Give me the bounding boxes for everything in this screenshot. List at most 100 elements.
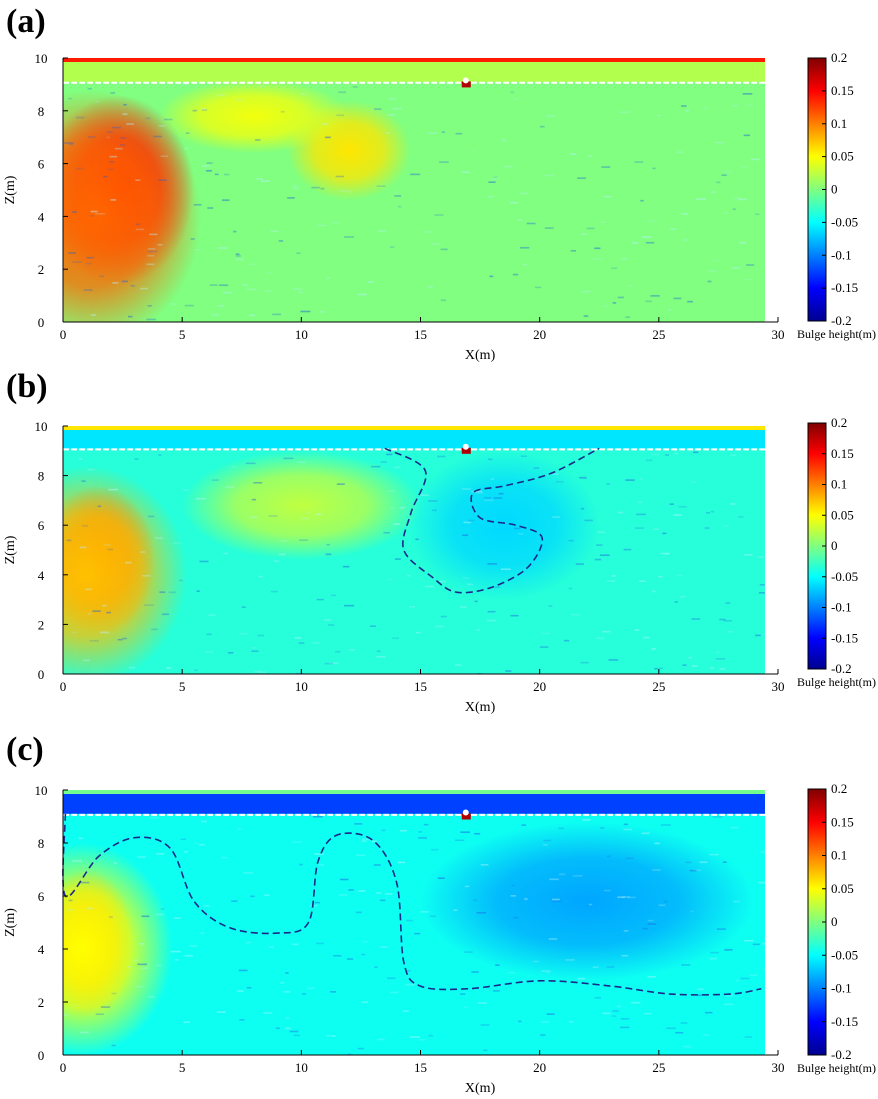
heatmap-field (63, 426, 765, 674)
x-tick-label: 25 (652, 679, 665, 694)
colorbar-tick-label: -0.1 (831, 247, 852, 262)
marker (461, 813, 471, 820)
x-tick-label: 5 (179, 1060, 186, 1075)
x-axis-label: X(m) (465, 700, 496, 715)
panel-a-label: (a) (6, 3, 46, 40)
marker-cap (462, 809, 469, 816)
colorbar-tick-label: 0 (831, 914, 838, 929)
x-tick-label: 10 (295, 1060, 308, 1075)
heatmap-speckle (64, 60, 760, 321)
heatmap-field (63, 58, 765, 322)
heatmap-blob (420, 821, 755, 981)
colorbar-tick-label: -0.05 (831, 214, 858, 229)
heatmap-blob (63, 89, 202, 322)
colorbar-tick-label: 0.05 (831, 507, 854, 522)
colorbar-tick-label: -0.1 (831, 981, 852, 996)
dashed-region-outline (384, 447, 600, 594)
colorbar-tick-label: 0 (831, 182, 838, 197)
heatmap-field (63, 790, 765, 1055)
y-tick-label: 4 (38, 209, 45, 224)
y-tick-label: 4 (38, 942, 45, 957)
heatmap-blob (158, 79, 349, 154)
colorbar-tick-label: -0.15 (831, 1014, 858, 1029)
colorbar-tick-label: -0.2 (831, 313, 852, 328)
y-tick-label: 6 (38, 518, 45, 533)
y-tick-label: 6 (38, 889, 45, 904)
colorbar-tick-label: -0.2 (831, 1047, 852, 1062)
y-tick-label: 10 (35, 51, 48, 66)
marker-cap (462, 77, 469, 84)
y-tick-label: 0 (38, 1048, 45, 1063)
dashed-region-outline (62, 813, 762, 996)
marker (461, 447, 471, 454)
colorbar-tick-label: -0.05 (831, 569, 858, 584)
top-band-edge (63, 790, 765, 794)
y-tick-label: 0 (38, 315, 45, 330)
colorbar-tick-label: -0.1 (831, 600, 852, 615)
y-tick-label: 4 (38, 568, 45, 583)
y-tick-label: 0 (38, 667, 45, 682)
x-tick-label: 10 (295, 679, 308, 694)
colorbar-tick-label: -0.2 (831, 661, 852, 676)
heatmap-blob (182, 450, 421, 560)
x-tick-label: 10 (295, 327, 308, 342)
top-band (63, 58, 765, 82)
x-axis-label: X(m) (465, 1081, 496, 1096)
top-band-edge (63, 426, 765, 430)
y-tick-label: 8 (38, 104, 45, 119)
colorbar-tick-label: -0.05 (831, 947, 858, 962)
y-tick-label: 2 (38, 617, 45, 632)
colorbar-tick-label: -0.15 (831, 280, 858, 295)
x-tick-label: 5 (179, 679, 186, 694)
x-tick-label: 15 (414, 679, 427, 694)
x-tick-label: 20 (533, 1060, 546, 1075)
top-band-edge (63, 58, 765, 62)
y-tick-label: 2 (38, 262, 45, 277)
colorbar-tick-label: 0.2 (831, 50, 847, 65)
marker (461, 81, 471, 88)
heatmap-blob (63, 465, 187, 674)
panel-c: (c) 0 5 10 15 20 25 30 0 2 4 6 8 10 X(m) Z(m) 0.2 0.15 0.… (3, 731, 876, 1096)
x-tick-label: 20 (533, 679, 546, 694)
colorbar-label: Bulge height(m) (797, 1061, 876, 1075)
x-tick-label: 15 (414, 1060, 427, 1075)
y-tick-label: 8 (38, 836, 45, 851)
x-tick-label: 30 (772, 679, 785, 694)
y-axis-label: Z(m) (3, 908, 18, 937)
colorbar-label: Bulge height(m) (797, 675, 876, 689)
marker-cap (462, 443, 469, 450)
colorbar-tick-label: 0.1 (831, 848, 847, 863)
panel-a: (a) 0 5 10 15 20 25 30 0 2 4 6 8 10 X(m) Z(m) 0.2 0.15 0.… (3, 3, 876, 363)
panel-b: (b) 0 5 10 15 20 25 30 0 2 4 6 8 10 X(m) Z(m) 0.2 0.15 0.… (3, 368, 876, 715)
y-axis-label: Z(m) (3, 535, 18, 564)
colorbar-tick-label: 0 (831, 538, 838, 553)
heatmap-blob (63, 843, 173, 1055)
colorbar-tick-label: 0.2 (831, 415, 847, 430)
colorbar-tick-label: 0.05 (831, 149, 854, 164)
x-tick-label: 0 (60, 327, 67, 342)
y-axis-label: Z(m) (3, 175, 18, 204)
x-tick-label: 0 (60, 1060, 67, 1075)
x-tick-label: 30 (772, 1060, 785, 1075)
x-tick-label: 30 (772, 327, 785, 342)
colorbar-tick-label: 0.1 (831, 477, 847, 492)
y-tick-label: 10 (35, 419, 48, 434)
top-band (63, 426, 765, 449)
panel-c-label: (c) (6, 731, 44, 768)
x-tick-label: 25 (652, 327, 665, 342)
x-tick-label: 0 (60, 679, 67, 694)
colorbar-tick-label: 0.15 (831, 814, 854, 829)
x-tick-label: 5 (179, 327, 186, 342)
x-tick-label: 25 (652, 1060, 665, 1075)
colorbar-tick-label: -0.15 (831, 630, 858, 645)
colorbar-tick-label: 0.15 (831, 83, 854, 98)
colorbar-label: Bulge height(m) (797, 327, 876, 341)
x-axis-label: X(m) (465, 348, 496, 363)
y-tick-label: 6 (38, 157, 45, 172)
x-tick-label: 15 (414, 327, 427, 342)
colorbar-tick-label: 0.15 (831, 446, 854, 461)
y-tick-label: 8 (38, 469, 45, 484)
heatmap-blob (408, 450, 600, 600)
x-tick-label: 20 (533, 327, 546, 342)
